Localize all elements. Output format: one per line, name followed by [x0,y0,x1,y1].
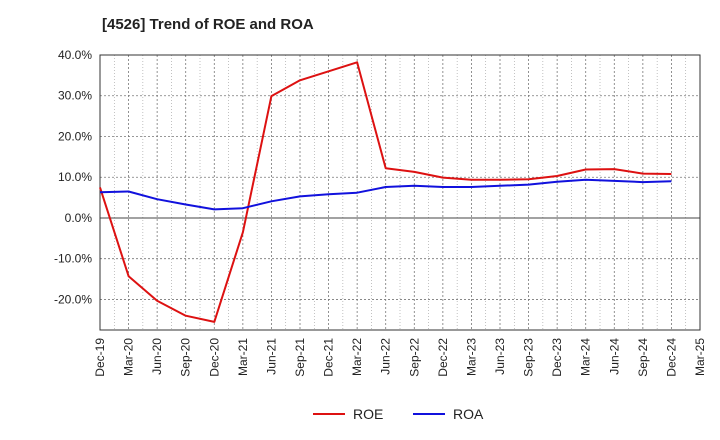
x-tick-label: Jun-22 [379,338,393,375]
x-tick-label: Dec-23 [550,338,564,377]
x-tick-labels: Dec-19 Mar-20 Jun-20 Sep-20 Dec-20 Mar-21 Jun-… [93,338,707,377]
y-tick-label: 20.0% [58,129,92,143]
x-tick-label: Dec-24 [664,338,678,377]
x-tick-label: Sep-21 [293,338,307,377]
x-tick-label: Dec-21 [322,338,336,377]
x-tick-label: Sep-24 [636,338,650,377]
y-tick-label: 10.0% [58,170,92,184]
y-tick-labels: 40.0% 30.0% 20.0% 10.0% 0.0% -10.0% -20.0% [54,48,92,306]
legend: ROE ROA [313,406,484,422]
x-tick-label: Mar-25 [693,338,707,376]
plot-frame [99,54,701,331]
grid-lines [100,55,700,330]
x-tick-label: Sep-20 [179,338,193,377]
series-layer [99,61,672,323]
x-tick-label: Mar-20 [122,338,136,376]
x-tick-label: Jun-21 [264,338,278,375]
y-tick-label: 30.0% [58,89,92,103]
series-line-roa [99,178,672,211]
legend-label-roa: ROA [453,406,484,422]
legend-label-roe: ROE [353,406,383,422]
y-tick-label: -10.0% [54,252,92,266]
x-tick-label: Dec-20 [207,338,221,377]
x-tick-label: Dec-22 [436,338,450,377]
chart-title: [4526] Trend of ROE and ROA [102,16,314,33]
x-tick-label: Jun-24 [607,338,621,375]
plot-area [100,55,700,330]
x-tick-label: Mar-21 [236,338,250,376]
x-tick-label: Dec-19 [93,338,107,377]
x-tick-label: Mar-24 [579,338,593,376]
x-tick-label: Mar-23 [464,338,478,376]
y-tick-label: 40.0% [58,48,92,62]
x-tick-label: Mar-22 [350,338,364,376]
x-tick-label: Jun-23 [493,338,507,375]
y-tick-label: -20.0% [54,292,92,306]
series-line-roe [99,61,672,323]
x-tick-label: Jun-20 [150,338,164,375]
y-tick-label: 0.0% [65,211,93,225]
x-tick-label: Sep-22 [407,338,421,377]
x-tick-label: Sep-23 [522,338,536,377]
